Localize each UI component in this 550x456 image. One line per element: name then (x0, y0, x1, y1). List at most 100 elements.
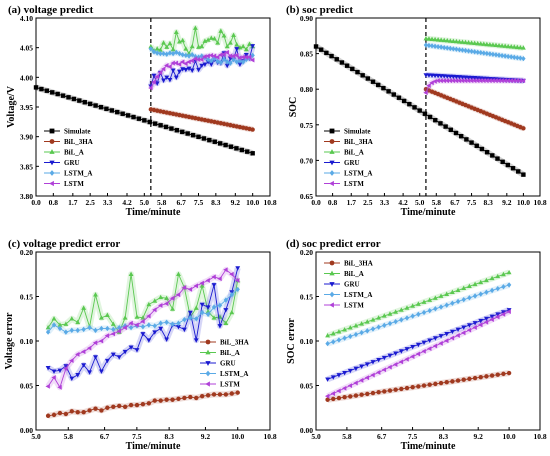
data-point (128, 320, 133, 326)
data-point (464, 137, 469, 142)
data-point (235, 390, 240, 395)
data-point (364, 375, 370, 381)
data-point (435, 44, 441, 50)
data-point (339, 60, 345, 65)
data-point (318, 47, 324, 52)
data-point (57, 410, 63, 416)
data-point (433, 306, 438, 312)
data-point (336, 395, 342, 401)
data-point (381, 85, 386, 91)
data-point (438, 334, 444, 339)
data-point (71, 96, 77, 102)
series-bil-a (325, 269, 512, 339)
data-point (432, 78, 437, 84)
legend-marker (49, 149, 55, 154)
data-point (170, 397, 175, 402)
series-lstm (45, 266, 240, 391)
data-point (158, 50, 163, 57)
data-point (75, 373, 81, 378)
data-point (512, 54, 517, 60)
series-gru (325, 307, 512, 383)
data-point (438, 44, 444, 50)
data-point (520, 45, 526, 50)
data-point (104, 312, 110, 317)
y-tick-label: 0.20 (300, 248, 313, 257)
data-point (364, 362, 370, 367)
data-point (205, 60, 211, 65)
data-point (148, 85, 153, 91)
data-point (404, 315, 410, 321)
data-point (44, 88, 50, 93)
data-point (122, 349, 128, 355)
x-tick-label: 0.0 (31, 198, 41, 207)
data-point (427, 346, 432, 352)
data-point (387, 353, 393, 359)
data-point (231, 56, 236, 63)
data-point (313, 44, 319, 49)
data-point (511, 78, 517, 84)
x-tick-label: 6.7 (377, 432, 387, 441)
data-point (187, 310, 193, 316)
data-point (180, 129, 185, 135)
data-point (211, 392, 217, 397)
x-tick-label: 6.7 (176, 198, 186, 207)
data-point (393, 387, 398, 392)
data-point (134, 402, 140, 408)
data-point (450, 300, 455, 306)
data-point (451, 46, 456, 52)
data-point (461, 296, 466, 303)
data-point (460, 39, 465, 44)
data-point (75, 410, 80, 415)
data-point (146, 401, 152, 406)
data-point (189, 58, 194, 64)
data-point (128, 325, 134, 331)
data-point (449, 289, 455, 294)
data-point (517, 78, 523, 84)
x-tick-label: 0.8 (49, 198, 59, 207)
series-lstm-a (423, 42, 526, 62)
data-point (365, 76, 371, 81)
data-point (193, 305, 199, 310)
data-point (211, 315, 217, 320)
y-axis-label: Voltage/V (6, 85, 17, 128)
data-point (483, 277, 489, 283)
data-point (496, 52, 502, 58)
data-point (458, 133, 464, 139)
data-point (398, 359, 404, 365)
data-point (472, 321, 478, 326)
data-point (449, 329, 455, 335)
data-point (484, 289, 489, 295)
data-point (196, 67, 201, 73)
legend-marker (329, 270, 335, 276)
legend-entry: LSTM (64, 180, 84, 188)
data-point (423, 90, 428, 96)
data-point (423, 36, 429, 41)
y-tick-label: 0.15 (20, 293, 33, 302)
data-point (82, 100, 87, 105)
data-point (116, 355, 122, 360)
data-point (472, 78, 477, 84)
legend-entry: BiL_A (220, 349, 240, 357)
data-point (81, 305, 87, 310)
data-point (416, 311, 421, 317)
data-point (465, 78, 471, 84)
data-point (391, 92, 396, 97)
data-point (39, 86, 44, 92)
data-point (481, 50, 487, 56)
data-point (193, 338, 199, 343)
data-point (365, 391, 370, 397)
data-point (433, 117, 438, 123)
data-point (495, 312, 501, 317)
panel-title: (c) voltage predict error (8, 238, 120, 250)
data-point (63, 321, 69, 326)
data-point (393, 351, 399, 356)
x-tick-label: 2.5 (363, 198, 373, 207)
data-point (501, 271, 506, 277)
x-tick-label: 9.2 (502, 198, 512, 207)
data-point (57, 384, 62, 390)
data-point (69, 358, 74, 363)
data-point (75, 351, 80, 357)
data-point (93, 292, 98, 297)
data-point (455, 332, 460, 338)
data-point (120, 111, 125, 116)
